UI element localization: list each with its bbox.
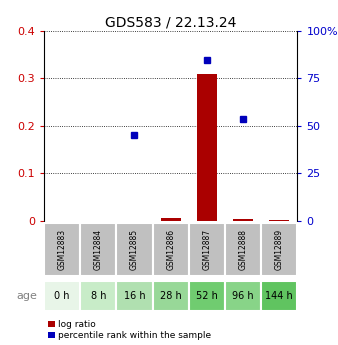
Bar (80, 281, 116, 310)
Text: 16 h: 16 h (124, 291, 145, 301)
Bar (189, 223, 225, 276)
Text: age: age (16, 291, 37, 301)
Text: GSM12887: GSM12887 (202, 229, 211, 270)
Bar (44, 281, 80, 310)
Bar (116, 281, 152, 310)
Text: GSM12885: GSM12885 (130, 229, 139, 270)
Bar (152, 281, 189, 310)
Bar (261, 223, 297, 276)
Text: 0 h: 0 h (54, 291, 70, 301)
Text: 144 h: 144 h (265, 291, 293, 301)
Bar (161, 218, 180, 221)
Bar (152, 223, 189, 276)
Bar (197, 74, 217, 221)
Bar (225, 281, 261, 310)
Bar (80, 223, 116, 276)
Text: GSM12886: GSM12886 (166, 229, 175, 270)
Text: 28 h: 28 h (160, 291, 182, 301)
Bar (261, 281, 297, 310)
Text: GSM12883: GSM12883 (57, 229, 67, 270)
Bar (225, 223, 261, 276)
Bar (233, 219, 253, 221)
Text: GSM12889: GSM12889 (275, 229, 284, 270)
Text: GSM12888: GSM12888 (239, 229, 248, 270)
Bar (269, 220, 289, 221)
Bar (189, 281, 225, 310)
Bar (116, 223, 152, 276)
Bar (44, 223, 80, 276)
Text: 96 h: 96 h (232, 291, 254, 301)
Text: GSM12884: GSM12884 (94, 229, 103, 270)
Text: 8 h: 8 h (91, 291, 106, 301)
Legend: log ratio, percentile rank within the sample: log ratio, percentile rank within the sa… (48, 320, 212, 341)
Text: 52 h: 52 h (196, 291, 218, 301)
Title: GDS583 / 22.13.24: GDS583 / 22.13.24 (105, 16, 236, 30)
